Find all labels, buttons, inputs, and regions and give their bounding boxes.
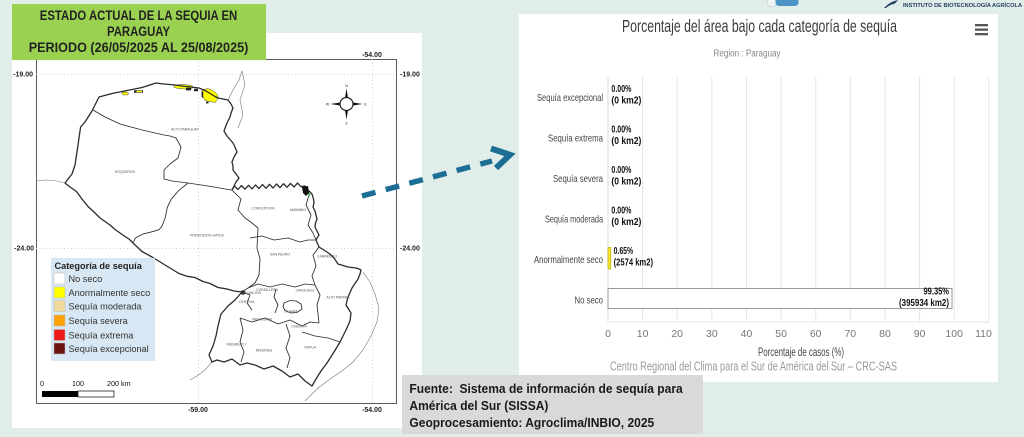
svg-text:0.00%: 0.00% xyxy=(611,205,631,217)
svg-text:CANINDEYU: CANINDEYU xyxy=(317,255,338,259)
svg-text:100: 100 xyxy=(72,379,84,388)
svg-text:N: N xyxy=(345,84,348,88)
svg-text:90: 90 xyxy=(914,328,926,340)
svg-text:Sequía moderada: Sequía moderada xyxy=(545,213,603,225)
svg-text:Sequía moderada: Sequía moderada xyxy=(69,302,143,312)
svg-text:40: 40 xyxy=(741,328,753,340)
svg-text:(395934 km2): (395934 km2) xyxy=(899,297,949,309)
svg-text:Centro Regional del Clima para: Centro Regional del Clima para el Sur de… xyxy=(610,359,897,374)
svg-text:0.00%: 0.00% xyxy=(611,83,631,95)
svg-text:Sequía extrema: Sequía extrema xyxy=(69,331,135,341)
svg-text:ALTO PARANA: ALTO PARANA xyxy=(326,296,350,300)
svg-text:Sequía extrema: Sequía extrema xyxy=(548,132,603,144)
svg-text:CENTRAL: CENTRAL xyxy=(239,300,255,304)
svg-text:NEEMBUCU: NEEMBUCU xyxy=(226,343,246,347)
svg-text:AMAMBAY: AMAMBAY xyxy=(290,208,307,212)
svg-text:0.65%: 0.65% xyxy=(614,245,634,257)
svg-text:110: 110 xyxy=(975,328,992,340)
svg-text:E: E xyxy=(364,103,367,107)
svg-text:Sequía severa: Sequía severa xyxy=(69,316,129,326)
svg-text:99.35%: 99.35% xyxy=(924,286,950,298)
svg-text:Categoría de sequía: Categoría de sequía xyxy=(55,261,143,271)
svg-text:CAAZAPA: CAAZAPA xyxy=(291,325,307,329)
svg-text:-24.00: -24.00 xyxy=(14,246,34,253)
svg-text:0.00%: 0.00% xyxy=(611,124,631,136)
svg-text:Porcentaje del área bajo cada: Porcentaje del área bajo cada categoría … xyxy=(622,16,897,36)
svg-text:ALTO PARAGUAY: ALTO PARAGUAY xyxy=(171,128,200,132)
svg-text:0.00%: 0.00% xyxy=(611,164,631,176)
svg-text:INSTITUTO DE BIOTECNOLOGÍA AGR: INSTITUTO DE BIOTECNOLOGÍA AGRÍCOLA xyxy=(903,1,1022,9)
svg-text:Sequía excepcional: Sequía excepcional xyxy=(537,92,603,104)
svg-text:CONCEPCION: CONCEPCION xyxy=(252,207,276,211)
svg-text:20: 20 xyxy=(671,328,683,340)
svg-text:Porcentaje de casos (%): Porcentaje de casos (%) xyxy=(758,347,844,359)
svg-text:ITAPUA: ITAPUA xyxy=(304,346,317,350)
svg-text:CAAGUAZU: CAAGUAZU xyxy=(296,289,315,293)
svg-text:Sequía excepcional: Sequía excepcional xyxy=(69,344,149,354)
svg-text:Region : Paraguay: Region : Paraguay xyxy=(714,49,781,60)
svg-text:(0 km2): (0 km2) xyxy=(611,176,641,188)
svg-text:70: 70 xyxy=(844,328,856,340)
svg-text:-54.00: -54.00 xyxy=(362,52,382,59)
svg-text:Sequía severa: Sequía severa xyxy=(553,173,603,185)
svg-text:0: 0 xyxy=(605,328,611,340)
svg-text:-54.00: -54.00 xyxy=(362,407,382,414)
svg-text:SAN PEDRO: SAN PEDRO xyxy=(270,253,290,257)
svg-text:BOQUERON: BOQUERON xyxy=(115,170,135,174)
svg-text:80: 80 xyxy=(879,328,891,340)
svg-text:-19.00: -19.00 xyxy=(13,72,33,79)
svg-text:-24.00: -24.00 xyxy=(400,246,420,253)
svg-text:No seco: No seco xyxy=(575,294,604,306)
svg-text:30: 30 xyxy=(706,328,718,340)
svg-text:(0 km2): (0 km2) xyxy=(611,135,641,147)
svg-text:50: 50 xyxy=(775,328,787,340)
svg-text:CORDILLERA: CORDILLERA xyxy=(256,288,278,292)
svg-text:W: W xyxy=(326,103,330,107)
svg-text:No seco: No seco xyxy=(69,274,103,284)
svg-text:60: 60 xyxy=(810,328,822,340)
svg-text:ASUNCION: ASUNCION xyxy=(243,291,261,295)
svg-text:10: 10 xyxy=(637,328,649,340)
svg-text:Anormalmente seco: Anormalmente seco xyxy=(69,288,151,298)
svg-text:-19.00: -19.00 xyxy=(400,72,420,79)
svg-text:(0 km2): (0 km2) xyxy=(611,95,641,107)
svg-text:100: 100 xyxy=(945,328,963,340)
svg-text:GUAIRA: GUAIRA xyxy=(285,310,299,314)
svg-text:Anormalmente seco: Anormalmente seco xyxy=(534,254,603,266)
svg-text:200 km: 200 km xyxy=(107,379,131,388)
svg-text:MISIONES: MISIONES xyxy=(256,349,273,353)
svg-text:PARAGUARI: PARAGUARI xyxy=(252,318,272,322)
svg-text:0: 0 xyxy=(40,379,44,388)
svg-text:(0 km2): (0 km2) xyxy=(611,216,641,228)
svg-text:PRESIDENTE HAYES: PRESIDENTE HAYES xyxy=(190,234,225,238)
svg-text:(2574 km2): (2574 km2) xyxy=(614,257,653,269)
svg-text:S: S xyxy=(345,122,348,126)
svg-text:-59.00: -59.00 xyxy=(188,407,208,414)
